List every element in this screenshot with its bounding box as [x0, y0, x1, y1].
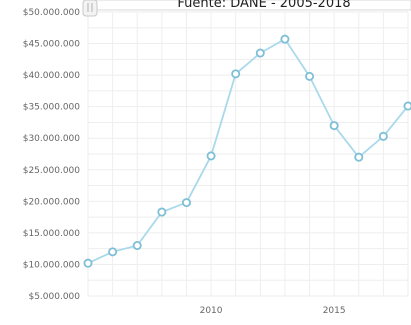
data-point[interactable] — [280, 34, 290, 44]
y-tick-label: $35.000.000 — [23, 103, 81, 113]
series-line — [87, 38, 409, 264]
data-point[interactable] — [157, 207, 167, 217]
data-point[interactable] — [305, 71, 315, 81]
data-point[interactable] — [231, 69, 241, 79]
axis-layer: $5.000.000 $10.000.000 $15.000.000 $20.000.… — [23, 8, 346, 316]
y-tick-label: $25.000.000 — [23, 166, 81, 176]
data-point[interactable] — [354, 152, 364, 162]
y-tick-label: $45.000.000 — [23, 40, 81, 50]
x-tick-label: 2015 — [323, 306, 346, 316]
data-point[interactable] — [206, 151, 216, 161]
range-slider-handle-left[interactable] — [82, 0, 98, 17]
y-tick-label: $20.000.000 — [23, 197, 81, 207]
x-tick-label: 2010 — [200, 306, 223, 316]
chart-title: Fuente: DANE - 2005-2018 — [177, 0, 350, 11]
grid-layer — [87, 11, 409, 297]
y-tick-label: $15.000.000 — [23, 229, 81, 239]
data-point[interactable] — [181, 198, 191, 208]
y-tick-label: $40.000.000 — [23, 71, 81, 81]
y-tick-label: $30.000.000 — [23, 134, 81, 144]
series-layer — [83, 34, 411, 268]
data-point[interactable] — [108, 247, 118, 257]
data-point[interactable] — [329, 121, 339, 131]
title-layer: Fuente: DANE - 2005-2018 — [82, 0, 411, 17]
data-point[interactable] — [83, 258, 93, 268]
data-point[interactable] — [403, 101, 411, 111]
data-point[interactable] — [255, 48, 265, 58]
y-tick-label: $5.000.000 — [28, 292, 80, 302]
y-tick-label: $10.000.000 — [23, 260, 81, 270]
data-point[interactable] — [378, 131, 388, 141]
data-point[interactable] — [132, 241, 142, 251]
y-tick-label: $50.000.000 — [23, 8, 81, 18]
